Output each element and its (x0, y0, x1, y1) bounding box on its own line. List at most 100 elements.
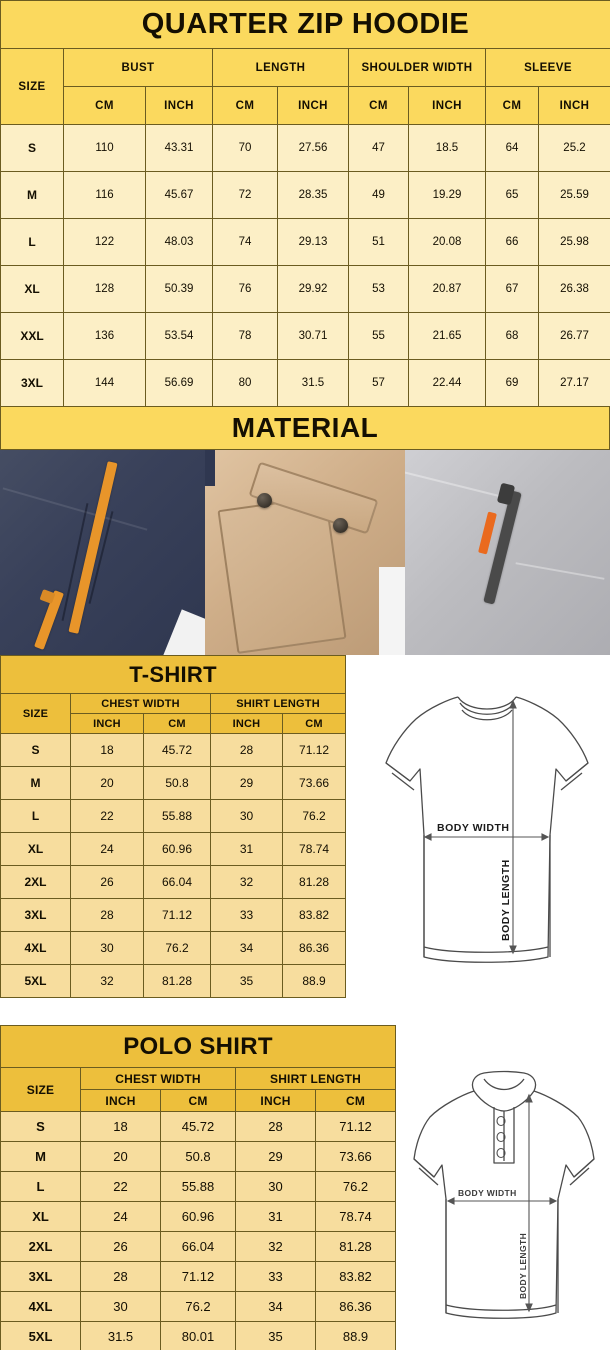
hoodie-unit-sleeve-inch: INCH (538, 86, 610, 125)
tshirt-body-length-label: BODY LENGTH (500, 859, 512, 941)
hoodie-col-size: SIZE (0, 48, 64, 125)
polo-table-body: S 18 45.72 28 71.12 M 20 50.8 29 73.66 L… (0, 1111, 397, 1350)
hoodie-cell-bust-inch: 53.54 (145, 312, 213, 360)
table-row: S 18 45.72 28 71.12 (0, 733, 347, 767)
table-row: 5XL 32 81.28 35 88.9 (0, 964, 347, 998)
tshirt-unit-length-inch: INCH (210, 713, 283, 734)
zipper-tape (483, 490, 522, 605)
hoodie-cell-sleeve-cm: 67 (485, 265, 539, 313)
polo-unit-length-inch: INCH (235, 1089, 316, 1112)
photo-corner (163, 609, 205, 655)
tshirt-title: T-SHIRT (0, 655, 347, 694)
polo-cell-chest-cm: 66.04 (160, 1231, 236, 1262)
snap-button-icon (257, 493, 272, 508)
polo-cell-chest-inch: 28 (80, 1261, 161, 1292)
polo-cell-size: 5XL (0, 1321, 81, 1350)
hoodie-cell-shoulder-inch: 20.87 (408, 265, 486, 313)
tshirt-cell-chest-cm: 45.72 (143, 733, 211, 767)
tshirt-cell-length-cm: 76.2 (281, 799, 347, 833)
hoodie-cell-length-cm: 80 (212, 359, 278, 407)
hoodie-unit-length-inch: INCH (277, 86, 349, 125)
polo-unit-chest-inch: INCH (80, 1089, 161, 1112)
tshirt-cell-size: 4XL (0, 931, 71, 965)
tshirt-col-chest-width: CHEST WIDTH (70, 693, 211, 714)
hoodie-unit-shoulder-inch: INCH (408, 86, 486, 125)
hoodie-col-bust: BUST (63, 48, 213, 87)
hoodie-cell-size: M (0, 171, 64, 219)
table-row: 3XL 28 71.12 33 83.82 (0, 898, 347, 932)
hoodie-unit-length-cm: CM (212, 86, 278, 125)
tshirt-cell-length-cm: 71.12 (281, 733, 347, 767)
polo-cell-length-cm: 86.36 (314, 1291, 397, 1322)
polo-cell-chest-inch: 18 (80, 1111, 161, 1142)
polo-cell-chest-cm: 55.88 (160, 1171, 236, 1202)
tshirt-cell-length-inch: 29 (210, 766, 283, 800)
fabric-fold (515, 562, 605, 580)
hoodie-cell-length-inch: 29.92 (277, 265, 349, 313)
table-row: M 20 50.8 29 73.66 (0, 766, 347, 800)
table-row: XL 128 50.39 76 29.92 53 20.87 67 26.38 (0, 265, 610, 313)
tshirt-cell-size: L (0, 799, 71, 833)
table-row: XXL 136 53.54 78 30.71 55 21.65 68 26.77 (0, 312, 610, 360)
tshirt-body-width-label: BODY WIDTH (437, 822, 509, 834)
hoodie-unit-sleeve-cm: CM (485, 86, 539, 125)
polo-cell-length-inch: 35 (235, 1321, 316, 1350)
hoodie-cell-length-cm: 74 (212, 218, 278, 266)
polo-cell-chest-inch: 30 (80, 1291, 161, 1322)
hoodie-cell-shoulder-cm: 55 (348, 312, 409, 360)
tshirt-cell-length-cm: 86.36 (281, 931, 347, 965)
hoodie-cell-shoulder-cm: 51 (348, 218, 409, 266)
polo-cell-length-inch: 31 (235, 1201, 316, 1232)
polo-cell-chest-inch: 26 (80, 1231, 161, 1262)
hoodie-cell-sleeve-cm: 68 (485, 312, 539, 360)
hoodie-cell-length-cm: 70 (212, 124, 278, 172)
polo-col-size: SIZE (0, 1067, 81, 1112)
tshirt-cell-chest-cm: 60.96 (143, 832, 211, 866)
polo-cell-length-inch: 29 (235, 1141, 316, 1172)
hoodie-cell-sleeve-inch: 25.2 (538, 124, 610, 172)
hoodie-unit-bust-inch: INCH (145, 86, 213, 125)
polo-size-table: POLO SHIRT SIZE CHEST WIDTH SHIRT LENGTH… (0, 1025, 397, 1350)
tshirt-col-size: SIZE (0, 693, 71, 734)
hoodie-cell-sleeve-cm: 69 (485, 359, 539, 407)
table-row: 3XL 28 71.12 33 83.82 (0, 1261, 397, 1292)
material-photo-khaki-snap-pocket (205, 450, 405, 655)
zipper-pull (478, 511, 497, 555)
tshirt-cell-chest-inch: 28 (70, 898, 144, 932)
table-row: 4XL 30 76.2 34 86.36 (0, 931, 347, 965)
hoodie-cell-shoulder-inch: 19.29 (408, 171, 486, 219)
hoodie-cell-length-cm: 72 (212, 171, 278, 219)
tshirt-cell-chest-inch: 18 (70, 733, 144, 767)
tshirt-cell-chest-cm: 81.28 (143, 964, 211, 998)
tshirt-cell-length-cm: 83.82 (281, 898, 347, 932)
table-row: L 22 55.88 30 76.2 (0, 1171, 397, 1202)
table-row: 2XL 26 66.04 32 81.28 (0, 1231, 397, 1262)
polo-cell-chest-cm: 80.01 (160, 1321, 236, 1350)
tshirt-cell-length-cm: 73.66 (281, 766, 347, 800)
tshirt-cell-length-cm: 81.28 (281, 865, 347, 899)
table-row: S 110 43.31 70 27.56 47 18.5 64 25.2 (0, 124, 610, 172)
table-row: XL 24 60.96 31 78.74 (0, 832, 347, 866)
polo-cell-chest-inch: 31.5 (80, 1321, 161, 1350)
material-photo-navy-drawcord (0, 450, 205, 655)
polo-cell-size: XL (0, 1201, 81, 1232)
tshirt-cell-length-inch: 33 (210, 898, 283, 932)
tshirt-cell-size: XL (0, 832, 71, 866)
polo-section: POLO SHIRT SIZE CHEST WIDTH SHIRT LENGTH… (0, 1025, 610, 1350)
tshirt-section: T-SHIRT SIZE CHEST WIDTH SHIRT LENGTH IN… (0, 655, 610, 1025)
hoodie-cell-size: L (0, 218, 64, 266)
hoodie-cell-bust-inch: 43.31 (145, 124, 213, 172)
tshirt-cell-chest-cm: 66.04 (143, 865, 211, 899)
snap-button-icon (333, 518, 348, 533)
polo-cell-length-cm: 83.82 (314, 1261, 397, 1292)
hoodie-cell-length-inch: 29.13 (277, 218, 349, 266)
hoodie-section: QUARTER ZIP HOODIE SIZE BUST LENGTH SHOU… (0, 0, 610, 407)
polo-cell-chest-inch: 24 (80, 1201, 161, 1232)
tshirt-cell-size: 5XL (0, 964, 71, 998)
hoodie-unit-shoulder-cm: CM (348, 86, 409, 125)
tshirt-measurement-diagram: BODY WIDTH BODY LENGTH (380, 685, 595, 995)
polo-cell-size: 4XL (0, 1291, 81, 1322)
polo-button-icon (496, 1147, 506, 1159)
polo-cell-length-inch: 34 (235, 1291, 316, 1322)
hoodie-size-table: QUARTER ZIP HOODIE SIZE BUST LENGTH SHOU… (0, 0, 610, 407)
